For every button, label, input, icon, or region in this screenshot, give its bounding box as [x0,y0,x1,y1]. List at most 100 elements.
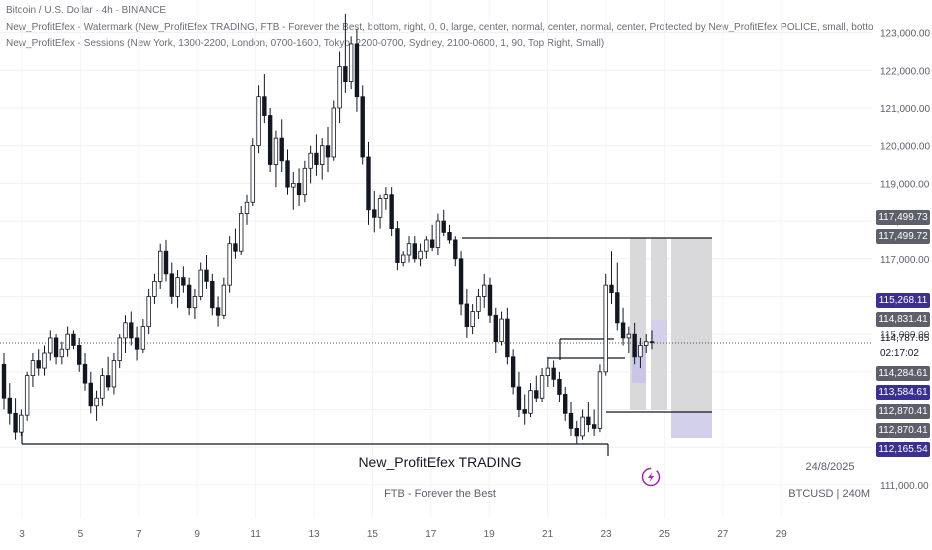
candle-body [563,394,568,414]
grid-lines [0,0,872,518]
x-tick-label: 5 [78,529,84,540]
candle-body [597,371,603,429]
candle-body [331,107,336,158]
candle-body [30,360,36,377]
candle-body [59,348,65,358]
candle-body [377,198,383,218]
candle-body [291,182,296,188]
candle-body [545,367,551,377]
candle-body [82,363,88,384]
candle-body [285,160,290,188]
time-axis: 3 5 7 9 11 13 15 17 19 21 23 25 27 29 [19,529,787,540]
price-tag-zone-top[interactable]: 115,268.11 [876,293,930,308]
candle-body [383,194,389,199]
candle-body [256,96,261,147]
session-zone-1 [630,238,646,410]
candle-body [1,363,7,399]
candle-body [250,145,255,203]
candle-body [337,66,342,109]
candle-body [505,318,510,358]
x-tick-label: 7 [136,529,142,540]
candle-body [13,412,18,433]
candle-body [360,96,365,158]
candle-body [441,220,446,233]
candle-body [632,333,637,358]
candle-body [186,284,192,309]
candle-body [470,311,475,328]
candle-body [372,209,377,218]
candle-body [366,156,371,211]
candles-layer [1,13,655,444]
candle-body [273,137,279,165]
price-tag-resistance-2[interactable]: 117,499.72 [876,229,930,244]
price-tag-target-2[interactable]: 112,870.41 [876,423,930,438]
candle-body [262,96,267,116]
candle-body [42,352,47,369]
y-tick-label: 121,000.00 [880,104,930,115]
price-tag-zone-bottom[interactable]: 112,165.54 [876,442,930,457]
x-tick-label: 21 [542,529,554,540]
candle-body [580,416,585,437]
candle-body [487,284,493,316]
candle-body [458,258,464,305]
candle-body [447,231,452,241]
y-tick-label: 119,000.00 [880,179,930,190]
candle-body [314,152,319,165]
x-tick-label: 3 [19,529,25,540]
y-tick-label: 117,000.00 [880,255,930,266]
candle-body [163,250,169,275]
level-lines [0,237,872,456]
candle-body [308,152,313,169]
watermark-date: 24/8/2025 [805,461,855,473]
y-tick-label: 122,000.00 [880,66,930,77]
candle-body [111,360,117,388]
price-tag-range-mid[interactable]: 114,284.61 [876,366,930,381]
candle-body [418,250,423,260]
candle-body [36,360,41,369]
candle-body [296,182,302,196]
candle-body [152,280,157,297]
current-price-label: 114,787.65 [880,333,930,344]
price-tag-resistance-1[interactable]: 117,499.73 [876,210,930,225]
price-tag-target-1[interactable]: 112,870.41 [876,404,930,419]
candle-body [644,341,649,346]
candle-body [105,375,111,388]
candle-body [401,254,406,263]
x-tick-label: 25 [659,529,671,540]
candle-body [146,296,151,328]
watermark-indicator-legend[interactable]: New_ProfitEfex - Watermark (New_ProfitEf… [6,22,874,33]
candle-body [499,318,504,343]
price-tag-range-top[interactable]: 114,831.41 [876,312,930,327]
candle-body [615,292,620,324]
x-tick-label: 9 [194,529,200,540]
x-tick-label: 27 [717,529,729,540]
candle-body [198,269,203,297]
candle-body [482,284,487,297]
y-tick-label: 111,000.00 [880,481,929,492]
session-zone-3 [671,238,712,412]
candle-body [609,284,614,294]
candle-body [233,243,238,252]
candle-body [302,167,308,196]
candle-body [638,345,643,358]
candle-body [117,337,122,361]
candle-body [204,269,209,282]
candle-body [348,43,354,83]
candle-body [65,333,70,350]
candle-body [134,337,140,350]
candle-body [603,284,608,373]
candle-body [227,243,232,286]
candle-body [267,115,273,165]
sessions-indicator-legend[interactable]: New_ProfitEfex - Sessions (New York, 130… [6,38,605,49]
candle-body [406,243,412,256]
candle-body [534,390,539,399]
candle-body [574,427,579,437]
candle-body [626,333,632,339]
candle-body [24,375,30,416]
candle-body [591,424,597,429]
y-tick-label: 120,000.00 [880,142,930,153]
candle-body [320,145,325,165]
price-tag-zone-mid[interactable]: 113,584.61 [876,385,930,400]
watermark-title: New_ProfitEfex TRADING [358,454,522,470]
